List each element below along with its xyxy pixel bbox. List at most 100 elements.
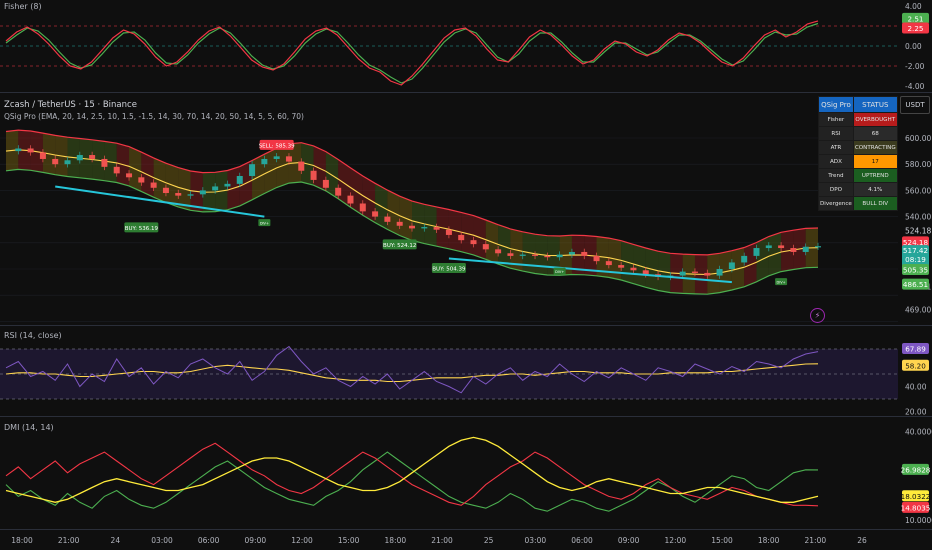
candle-body [372,211,379,217]
divergence-mark: DIV+ [555,270,564,274]
status-key: Trend [818,168,854,183]
status-key: RSI [818,126,854,141]
candle-body [396,221,403,226]
candle-body [175,193,182,196]
candle-body [347,195,354,204]
fisher-axis-label: -2.00 [905,62,925,71]
time-axis-label: 24 [111,536,121,545]
candle-body [322,179,329,188]
candle-body [285,156,292,162]
candle-body [568,251,575,255]
candle-body [162,187,169,194]
candle-body [556,254,563,258]
status-key: Divergence [818,196,854,211]
price-tag-upper: 524.18 [903,238,929,247]
rsi-axis-label: 20.00 [905,408,927,417]
status-key: ATR [818,140,854,155]
rsi-band [0,349,898,399]
candle-body [482,244,489,250]
price-tag-green: 486.51 [903,280,928,289]
status-header-0: QSig Pro [818,96,854,113]
price-tag-green-bg [902,278,929,290]
fisher-axis-label: 0.00 [905,42,922,51]
status-value: CONTRACTING [852,140,898,155]
fisher-signal-line [5,22,819,84]
time-axis-label: 21:00 [431,536,453,545]
fisher-tag-value-bg [902,12,929,24]
time-axis-label: 12:00 [291,536,313,545]
time-axis-label: 18:00 [758,536,780,545]
price-axis-label: 469.00 [905,306,931,315]
candle-body [150,182,157,188]
time-axis-label: 21:00 [58,536,80,545]
status-key: DPO [818,182,854,197]
buy-signal-label: BUY: 536.19 [125,226,159,232]
candle-body [618,265,625,268]
time-axis-border [0,529,932,530]
rsi-ma-tag-bg [902,359,929,371]
candle-body [126,173,133,178]
rsi-chart: 40.00 20.00 67.89 58.20 [0,343,929,417]
status-value: 68 [852,126,898,141]
sell-signal-label: SELL: 585.39 [259,143,295,149]
plus-di-tag: 26.9828 [901,465,931,474]
div-mark-bg [553,267,566,275]
candle-body [778,245,785,249]
divergence-mark: DIV+ [260,222,269,226]
time-axis-label: 15:00 [338,536,360,545]
price-axis-label: 540.00 [905,213,931,222]
currency-button[interactable]: USDT [900,96,930,114]
candle-body [445,229,452,235]
price-axis-label: 580.00 [905,160,931,169]
fisher-line [5,20,819,86]
status-value: BULL DIV [852,196,898,211]
fisher-pane[interactable]: Fisher (8) 4.00 0.00 -2.00 -4.00 2.51 2.25 [0,0,932,92]
rsi-line [5,345,819,394]
candle-body [261,158,268,165]
candle-body [76,155,83,161]
price-chart: SELL: 585.39 BUY: 536.19 BUY: 524.12 BUY: 5… [0,129,931,322]
candle-body [310,170,317,180]
rsi-tag: 67.89 [905,345,926,354]
pane-separator[interactable] [0,416,932,417]
candle-body [433,227,440,230]
lightning-icon[interactable]: ⚡ [810,308,825,323]
status-table: QSig Pro STATUS Fisher OVERBOUGHT RSI 68 ATR CO… [818,96,898,211]
main-price-pane[interactable]: SELL: 585.39 BUY: 536.19 BUY: 524.12 BUY: 5… [0,93,932,325]
candle-body [704,272,711,276]
time-axis[interactable]: 18:00 21:00 24 03:00 06:00 09:00 12:00 15:00 18:… [0,530,932,550]
price-upper-label: 524.18 [905,226,931,235]
div-mark-bg [258,219,271,227]
fisher-tag-signal-bg [902,22,929,34]
adx-line [5,436,819,503]
plus-di-line [5,451,819,512]
candle-body [113,166,120,174]
price-tag-upper-bg [902,236,929,248]
candle-body [101,158,108,167]
adx-tag-bg [902,490,929,502]
buy-signal-label: BUY: 504.39 [432,267,466,273]
signal-label-bg [431,263,466,273]
candle-body [298,161,305,171]
pane-separator[interactable] [0,92,932,93]
fisher-tag-value: 2.51 [907,14,923,23]
minus-di-line [5,442,819,507]
signal-label-bg [382,239,417,250]
candle-body [384,216,391,222]
candle-body [199,190,206,195]
candle-body [421,227,428,229]
candle-body [544,255,551,258]
candle-body [15,148,22,152]
signal-label-bg [124,222,159,233]
candle-body [691,271,698,273]
candle-body [224,183,231,187]
pane-separator[interactable] [0,325,932,326]
time-axis-label: 06:00 [198,536,220,545]
candle-body [642,270,649,275]
rsi-axis-label: 40.00 [905,383,927,392]
dmi-pane[interactable]: 40.0000 10.0000 26.9828 18.0322 14.8035 DMI … [0,417,932,529]
upper-band-line [5,129,819,256]
candle-body [187,194,194,196]
candle-body [630,267,637,271]
rsi-pane[interactable]: 40.00 20.00 67.89 58.20 RSI (14, close) [0,326,932,416]
